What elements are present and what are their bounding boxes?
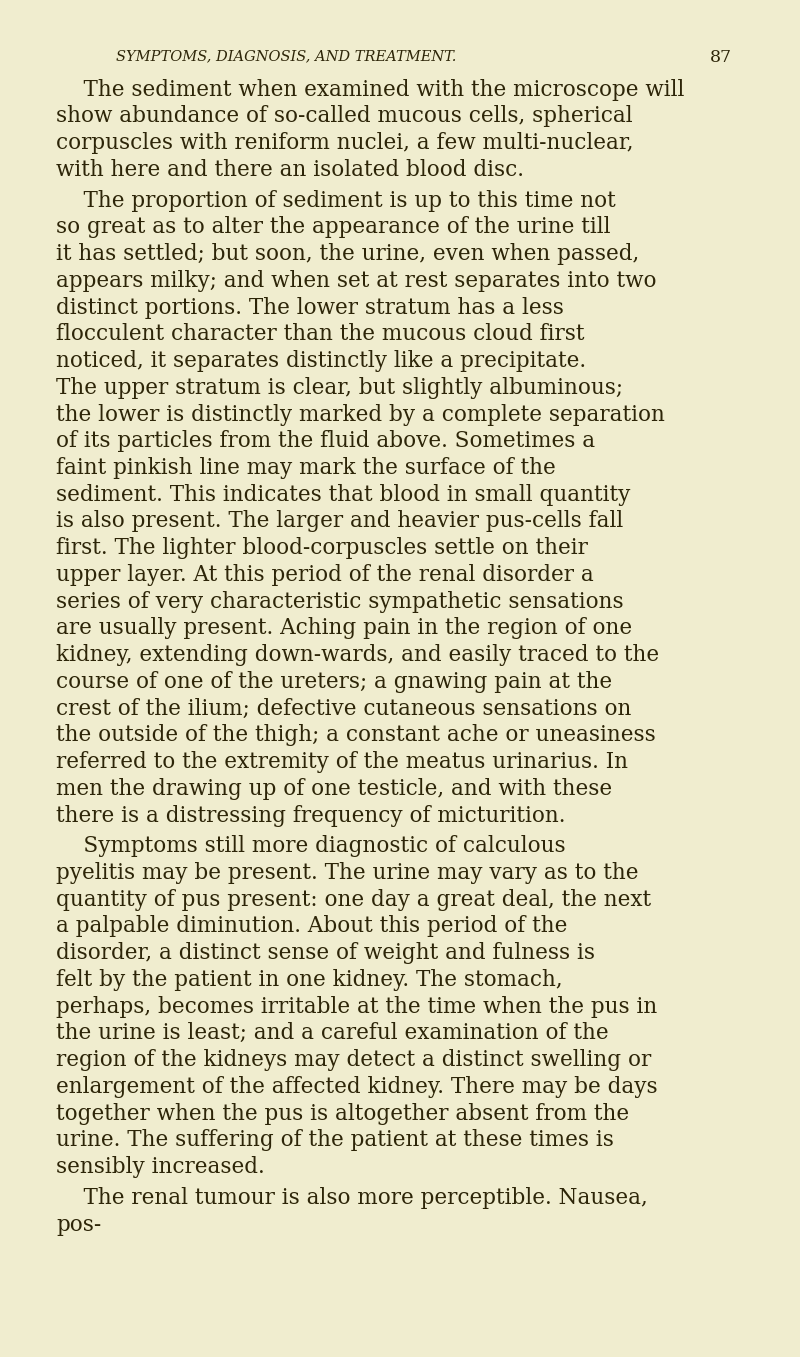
Text: corpuscles with reniform nuclei, a few multi-nuclear,: corpuscles with reniform nuclei, a few m… [56, 132, 634, 155]
Text: are usually present. Aching pain in the region of one: are usually present. Aching pain in the … [56, 617, 632, 639]
Text: pyelitis may be present. The urine may vary as to the: pyelitis may be present. The urine may v… [56, 862, 638, 883]
Text: with here and there an isolated blood disc.: with here and there an isolated blood di… [56, 159, 524, 180]
Text: crest of the ilium; defective cutaneous sensations on: crest of the ilium; defective cutaneous … [56, 697, 631, 719]
Text: it has settled; but soon, the urine, even when passed,: it has settled; but soon, the urine, eve… [56, 243, 639, 265]
Text: The proportion of sediment is up to this time not: The proportion of sediment is up to this… [56, 190, 616, 212]
Text: The renal tumour is also more perceptible. Nausea,: The renal tumour is also more perceptibl… [56, 1187, 648, 1209]
Text: of its particles from the fluid above. Sometimes a: of its particles from the fluid above. S… [56, 430, 595, 452]
Text: sediment. This indicates that blood in small quantity: sediment. This indicates that blood in s… [56, 483, 630, 506]
Text: men the drawing up of one testicle, and with these: men the drawing up of one testicle, and … [56, 778, 612, 799]
Text: the outside of the thigh; a constant ache or uneasiness: the outside of the thigh; a constant ach… [56, 725, 656, 746]
Text: quantity of pus present: one day a great deal, the next: quantity of pus present: one day a great… [56, 889, 651, 911]
Text: referred to the extremity of the meatus urinarius. In: referred to the extremity of the meatus … [56, 750, 628, 773]
Text: the lower is distinctly marked by a complete separation: the lower is distinctly marked by a comp… [56, 403, 665, 426]
Text: faint pinkish line may mark the surface of the: faint pinkish line may mark the surface … [56, 457, 556, 479]
Text: Symptoms still more diagnostic of calculous: Symptoms still more diagnostic of calcul… [56, 836, 566, 858]
Text: course of one of the ureters; a gnawing pain at the: course of one of the ureters; a gnawing … [56, 670, 612, 693]
Text: SYMPTOMS, DIAGNOSIS, AND TREATMENT.: SYMPTOMS, DIAGNOSIS, AND TREATMENT. [116, 49, 456, 62]
Text: appears milky; and when set at rest separates into two: appears milky; and when set at rest sepa… [56, 270, 657, 292]
Text: region of the kidneys may detect a distinct swelling or: region of the kidneys may detect a disti… [56, 1049, 651, 1071]
Text: so great as to alter the appearance of the urine till: so great as to alter the appearance of t… [56, 216, 610, 239]
Text: The upper stratum is clear, but slightly albuminous;: The upper stratum is clear, but slightly… [56, 377, 623, 399]
Text: first. The lighter blood-corpuscles settle on their: first. The lighter blood-corpuscles sett… [56, 537, 588, 559]
Text: noticed, it separates distinctly like a precipitate.: noticed, it separates distinctly like a … [56, 350, 586, 372]
Text: enlargement of the affected kidney. There may be days: enlargement of the affected kidney. Ther… [56, 1076, 658, 1098]
Text: perhaps, becomes irritable at the time when the pus in: perhaps, becomes irritable at the time w… [56, 996, 658, 1018]
Text: distinct portions. The lower stratum has a less: distinct portions. The lower stratum has… [56, 297, 564, 319]
Text: flocculent character than the mucous cloud first: flocculent character than the mucous clo… [56, 323, 585, 345]
Text: disorder, a distinct sense of weight and fulness is: disorder, a distinct sense of weight and… [56, 942, 595, 965]
Text: upper layer. At this period of the renal disorder a: upper layer. At this period of the renal… [56, 565, 594, 586]
Text: there is a distressing frequency of micturition.: there is a distressing frequency of mict… [56, 805, 566, 826]
Text: kidney, extending down-wards, and easily traced to the: kidney, extending down-wards, and easily… [56, 645, 659, 666]
Text: together when the pus is altogether absent from the: together when the pus is altogether abse… [56, 1103, 629, 1125]
Text: a palpable diminution. About this period of the: a palpable diminution. About this period… [56, 916, 567, 938]
Text: The sediment when examined with the microscope will: The sediment when examined with the micr… [56, 79, 684, 100]
Text: pos-: pos- [56, 1213, 102, 1235]
Text: is also present. The larger and heavier pus-cells fall: is also present. The larger and heavier … [56, 510, 623, 532]
Text: the urine is least; and a careful examination of the: the urine is least; and a careful examin… [56, 1022, 609, 1045]
Text: 87: 87 [710, 49, 732, 66]
Text: sensibly increased.: sensibly increased. [56, 1156, 265, 1178]
Text: felt by the patient in one kidney. The stomach,: felt by the patient in one kidney. The s… [56, 969, 562, 991]
Text: urine. The suffering of the patient at these times is: urine. The suffering of the patient at t… [56, 1129, 614, 1151]
Text: series of very characteristic sympathetic sensations: series of very characteristic sympatheti… [56, 590, 624, 612]
Text: show abundance of so-called mucous cells, spherical: show abundance of so-called mucous cells… [56, 106, 633, 128]
